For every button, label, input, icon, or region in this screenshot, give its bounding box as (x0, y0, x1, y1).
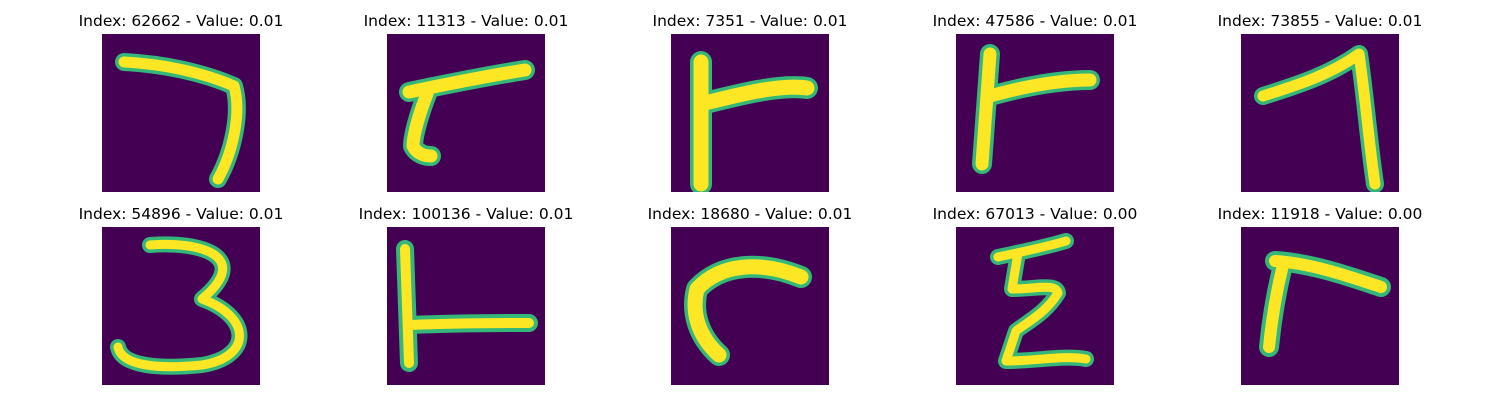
digit-image (956, 227, 1114, 385)
panel-title: Index: 18680 - Value: 0.01 (647, 205, 853, 223)
digit-image (102, 227, 260, 385)
digit-image (387, 227, 545, 385)
digit-image (671, 34, 829, 192)
panel-title: Index: 54896 - Value: 0.01 (78, 205, 284, 223)
panel-title: Index: 7351 - Value: 0.01 (652, 12, 848, 30)
panel-title: Index: 62662 - Value: 0.01 (78, 12, 284, 30)
panel-title: Index: 67013 - Value: 0.00 (932, 205, 1138, 223)
panel-title: Index: 11918 - Value: 0.00 (1217, 205, 1423, 223)
digit-image (387, 34, 545, 192)
digit-image (671, 227, 829, 385)
digit-image (956, 34, 1114, 192)
panel-title: Index: 47586 - Value: 0.01 (932, 12, 1138, 30)
digit-image (1241, 227, 1399, 385)
panel-title: Index: 100136 - Value: 0.01 (358, 205, 574, 223)
panel-title: Index: 11313 - Value: 0.01 (363, 12, 569, 30)
digit-image (1241, 34, 1399, 192)
panel-title: Index: 73855 - Value: 0.01 (1217, 12, 1423, 30)
digit-image (102, 34, 260, 192)
